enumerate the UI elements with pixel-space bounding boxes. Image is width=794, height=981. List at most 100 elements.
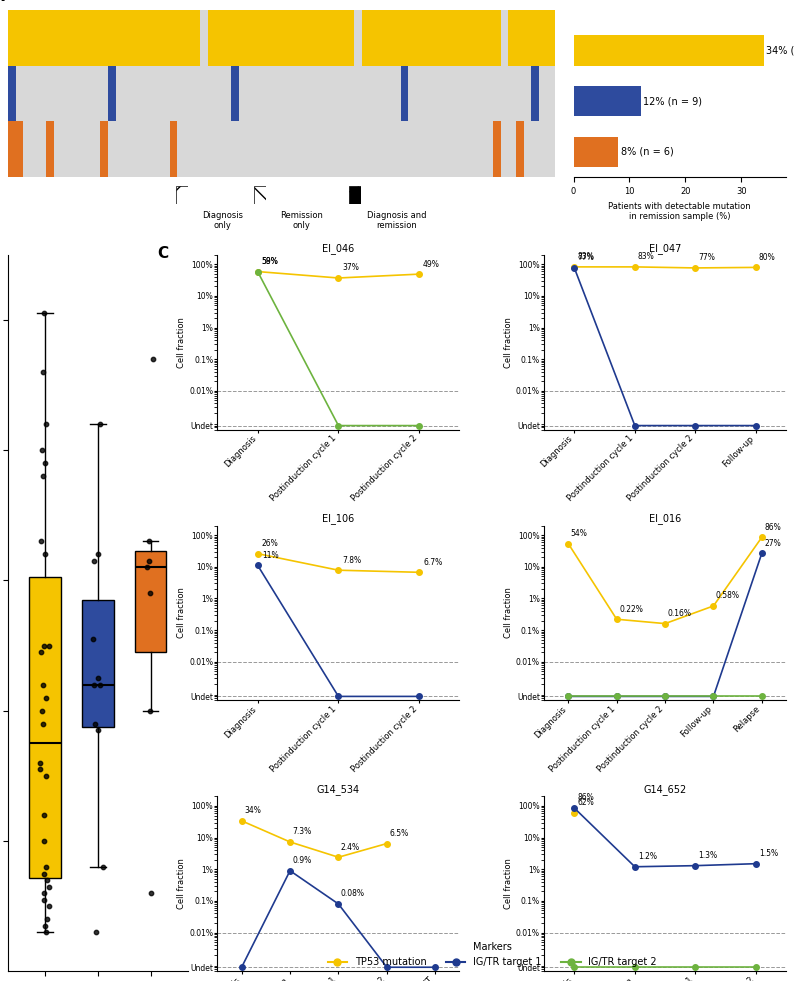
Bar	[31, 122, 39, 178]
Point	[37, 865, 50, 881]
Text: 6.7%: 6.7%	[423, 558, 442, 567]
Text: 0.08%: 0.08%	[341, 890, 364, 899]
Bar	[470, 10, 477, 66]
Bar	[277, 122, 285, 178]
Text: 86%: 86%	[765, 523, 781, 532]
PathPatch shape	[29, 577, 61, 878]
Bar	[100, 10, 108, 66]
Y-axis label: Cell fraction: Cell fraction	[504, 858, 513, 909]
Text: A: A	[0, 0, 4, 4]
Bar	[316, 122, 324, 178]
Bar	[400, 10, 408, 66]
Text: 62%: 62%	[577, 798, 594, 807]
Text: 34% (n = 25): 34% (n = 25)	[766, 45, 794, 55]
Bar	[200, 10, 208, 66]
Bar	[293, 122, 300, 178]
Bar	[377, 122, 385, 178]
Bar	[139, 122, 147, 178]
Y-axis label: Cell fraction: Cell fraction	[504, 317, 513, 368]
Bar	[208, 122, 216, 178]
Point	[36, 442, 48, 458]
Point	[40, 924, 52, 940]
Point	[141, 559, 153, 575]
Bar	[131, 10, 139, 66]
Bar	[324, 10, 331, 66]
Point	[38, 885, 51, 901]
Bar	[93, 10, 100, 66]
Bar	[147, 10, 154, 66]
Bar	[308, 122, 316, 178]
Bar	[470, 66, 477, 122]
Bar	[16, 10, 23, 66]
Bar	[108, 122, 116, 178]
Bar	[300, 66, 308, 122]
Bar	[447, 66, 454, 122]
Point	[35, 534, 48, 549]
Y-axis label: Cell fraction: Cell fraction	[178, 317, 187, 368]
Bar	[370, 66, 377, 122]
Bar	[424, 10, 431, 66]
Point	[144, 586, 156, 601]
Bar	[200, 66, 208, 122]
Bar	[424, 66, 431, 122]
Bar	[485, 122, 493, 178]
Bar	[8, 66, 16, 122]
Bar	[331, 10, 339, 66]
Point	[37, 677, 49, 693]
Bar	[431, 10, 439, 66]
Bar	[70, 10, 77, 66]
Text: 2.4%: 2.4%	[341, 843, 360, 852]
Point	[39, 455, 52, 471]
Bar	[285, 66, 293, 122]
Text: 11%: 11%	[262, 551, 279, 560]
Title: EI_046: EI_046	[322, 242, 355, 253]
Bar	[262, 122, 270, 178]
Text: 86%: 86%	[577, 794, 594, 802]
Bar	[493, 66, 501, 122]
Bar	[285, 122, 293, 178]
Text: 77%: 77%	[577, 253, 594, 262]
Bar	[508, 66, 516, 122]
Bar	[123, 10, 131, 66]
Bar	[116, 122, 123, 178]
Bar	[262, 10, 270, 66]
Text: 1.2%: 1.2%	[638, 852, 657, 861]
Bar	[347, 66, 354, 122]
Bar	[23, 10, 31, 66]
Bar	[393, 10, 400, 66]
Bar	[377, 66, 385, 122]
Point	[37, 807, 50, 823]
Bar	[16, 66, 23, 122]
Bar	[54, 66, 62, 122]
Y-axis label: Cell fraction: Cell fraction	[504, 588, 513, 639]
Text: Diagnosis and
remission: Diagnosis and remission	[368, 211, 426, 231]
Bar	[162, 122, 170, 178]
Bar	[362, 122, 370, 178]
Bar	[193, 122, 200, 178]
Text: 1.3%: 1.3%	[699, 852, 718, 860]
Bar	[531, 10, 539, 66]
Bar	[516, 66, 524, 122]
Bar	[93, 66, 100, 122]
Bar	[508, 122, 516, 178]
Bar	[23, 122, 31, 178]
Bar	[539, 66, 547, 122]
Bar	[77, 122, 85, 178]
Point	[92, 546, 105, 562]
Bar	[524, 10, 531, 66]
Bar	[370, 122, 377, 178]
Point	[40, 911, 53, 927]
Bar	[247, 122, 254, 178]
Bar	[239, 10, 247, 66]
Bar	[501, 10, 508, 66]
Bar	[431, 66, 439, 122]
Text: 49%: 49%	[423, 260, 440, 269]
Bar	[154, 66, 162, 122]
Bar	[185, 66, 193, 122]
Bar	[339, 10, 347, 66]
Bar	[8, 122, 16, 178]
Text: 0.22%: 0.22%	[619, 604, 643, 614]
Bar	[170, 122, 177, 178]
Bar	[454, 66, 462, 122]
Bar	[270, 122, 277, 178]
